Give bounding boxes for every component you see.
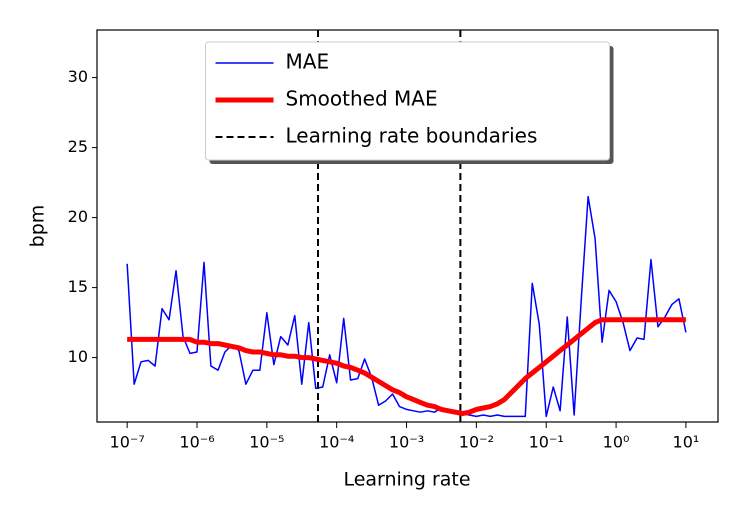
- x-tick-label: 10⁻⁶: [179, 433, 214, 452]
- y-tick-label: 10: [68, 347, 88, 366]
- x-axis-label: Learning rate: [343, 469, 470, 491]
- y-tick-label: 15: [68, 277, 88, 296]
- y-tick-label: 20: [68, 207, 88, 226]
- series-line: [126, 195, 687, 418]
- y-tick-label: 25: [68, 137, 88, 156]
- x-tick-label: 10⁻²: [459, 433, 494, 452]
- plot-frame: [96, 29, 719, 423]
- x-tick-label: 10⁻¹: [529, 433, 564, 452]
- x-tick-label: 10¹: [673, 433, 700, 452]
- x-tick-label: 10⁰: [603, 433, 630, 452]
- legend-label: Smoothed MAE: [286, 87, 438, 111]
- legend-box: [205, 41, 610, 161]
- series-line: [127, 317, 686, 417]
- x-tick-label: 10⁻⁴: [319, 433, 354, 452]
- legend-label: Learning rate boundaries: [286, 124, 538, 148]
- y-tick-label: 30: [68, 67, 88, 86]
- legend-label: MAE: [286, 50, 330, 74]
- x-tick-label: 10⁻³: [389, 433, 424, 452]
- x-tick-label: 10⁻⁵: [249, 433, 284, 452]
- x-tick-label: 10⁻⁷: [110, 433, 145, 452]
- y-axis-label: bpm: [27, 205, 49, 248]
